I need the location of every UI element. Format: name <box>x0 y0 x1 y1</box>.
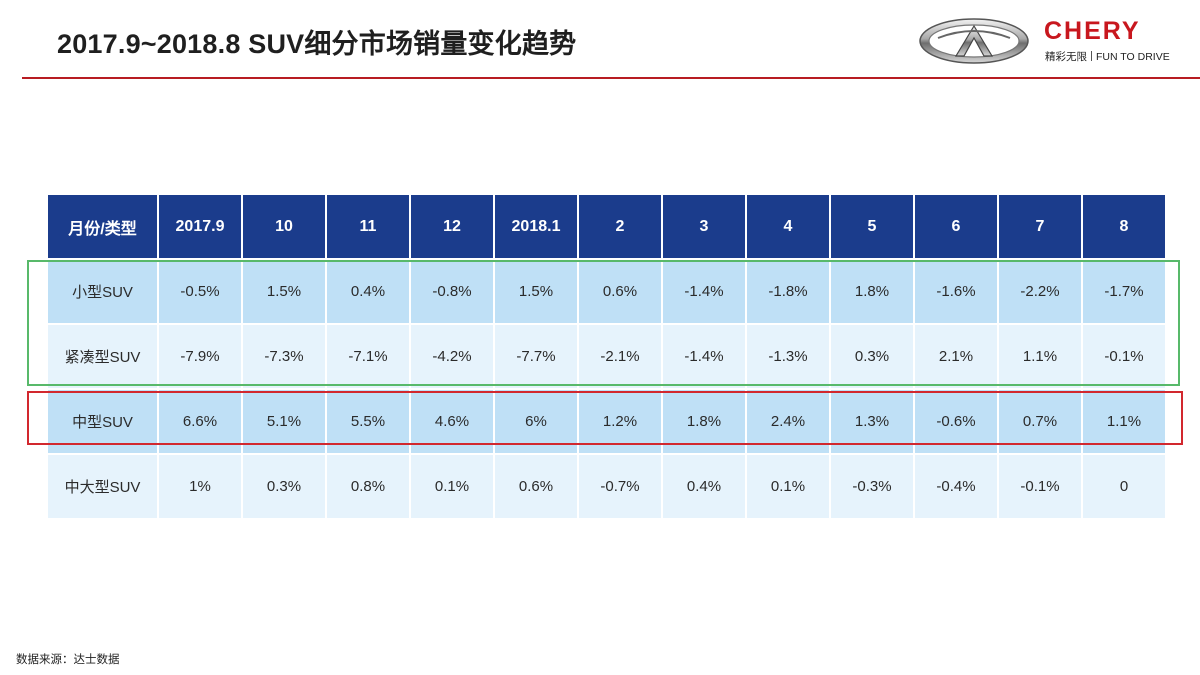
table-cell: 1.8% <box>663 390 745 453</box>
tagline-divider <box>1091 51 1092 61</box>
table-cell: -1.6% <box>915 260 997 323</box>
table-cell: 0.6% <box>495 455 577 518</box>
table-cell: -0.6% <box>915 390 997 453</box>
header-divider <box>22 77 1200 79</box>
table-cell: 6% <box>495 390 577 453</box>
header-cell-month: 7 <box>999 195 1081 258</box>
table-cell: 0.7% <box>999 390 1081 453</box>
table-cell: 1.3% <box>831 390 913 453</box>
table-cell: 1.1% <box>999 325 1081 388</box>
table-cell: -0.4% <box>915 455 997 518</box>
table-cell: 0.8% <box>327 455 409 518</box>
table-row-small-suv: 小型SUV -0.5% 1.5% 0.4% -0.8% 1.5% 0.6% -1… <box>48 260 1165 323</box>
table-cell: -0.8% <box>411 260 493 323</box>
header-cell-month: 4 <box>747 195 829 258</box>
logo-tagline-cn: 精彩无限 <box>1045 51 1087 63</box>
table-cell: 0.4% <box>663 455 745 518</box>
logo-tagline: 精彩无限 FUN TO DRIVE <box>1045 49 1170 64</box>
table-cell: 1% <box>159 455 241 518</box>
header-cell-month: 11 <box>327 195 409 258</box>
table-cell: -4.2% <box>411 325 493 388</box>
header-cell-month: 3 <box>663 195 745 258</box>
table-cell: -0.1% <box>1083 325 1165 388</box>
row-label: 中大型SUV <box>48 455 157 518</box>
header-cell-month: 10 <box>243 195 325 258</box>
table-cell: -7.9% <box>159 325 241 388</box>
suv-segment-table: 月份/类型 2017.9 10 11 12 2018.1 2 3 4 5 6 7… <box>46 193 1167 520</box>
table-cell: -7.3% <box>243 325 325 388</box>
table-cell: 1.1% <box>1083 390 1165 453</box>
table-cell: 1.8% <box>831 260 913 323</box>
chery-emblem-icon <box>919 18 1029 64</box>
table-cell: 0.3% <box>243 455 325 518</box>
row-label: 中型SUV <box>48 390 157 453</box>
table-cell: 0.4% <box>327 260 409 323</box>
table-cell: 0.1% <box>411 455 493 518</box>
table-cell: -7.1% <box>327 325 409 388</box>
row-label: 紧凑型SUV <box>48 325 157 388</box>
highlight-box-red <box>27 391 1183 445</box>
header-cell-month: 2018.1 <box>495 195 577 258</box>
source-note: 数据来源：达士数据 <box>16 654 120 666</box>
table-cell: 5.1% <box>243 390 325 453</box>
table-cell: -7.7% <box>495 325 577 388</box>
table-cell: 1.2% <box>579 390 661 453</box>
logo-tagline-en: FUN TO DRIVE <box>1096 51 1170 63</box>
table-cell: -1.4% <box>663 325 745 388</box>
header-cell-month: 2017.9 <box>159 195 241 258</box>
slide-title: 2017.9~2018.8 SUV细分市场销量变化趋势 <box>57 29 577 59</box>
table-cell: 2.4% <box>747 390 829 453</box>
table-cell: 5.5% <box>327 390 409 453</box>
logo-brand-text: CHERY <box>1044 17 1141 45</box>
highlight-box-green <box>27 260 1180 386</box>
table-cell: -0.7% <box>579 455 661 518</box>
table-cell: -1.3% <box>747 325 829 388</box>
table-cell: -2.1% <box>579 325 661 388</box>
header-cell-month: 5 <box>831 195 913 258</box>
table-cell: 1.5% <box>495 260 577 323</box>
table-row-midsize-suv: 中型SUV 6.6% 5.1% 5.5% 4.6% 6% 1.2% 1.8% 2… <box>48 390 1165 453</box>
header-cell-month: 8 <box>1083 195 1165 258</box>
table-cell: 4.6% <box>411 390 493 453</box>
table-cell: 6.6% <box>159 390 241 453</box>
chery-logo: CHERY 精彩无限 FUN TO DRIVE <box>918 14 1188 66</box>
table-cell: -0.1% <box>999 455 1081 518</box>
table-cell: 0.6% <box>579 260 661 323</box>
table-cell: 2.1% <box>915 325 997 388</box>
table-cell: 1.5% <box>243 260 325 323</box>
header-cell-month: 2 <box>579 195 661 258</box>
table-row-compact-suv: 紧凑型SUV -7.9% -7.3% -7.1% -4.2% -7.7% -2.… <box>48 325 1165 388</box>
table-cell: -1.8% <box>747 260 829 323</box>
header-cell-type: 月份/类型 <box>48 195 157 258</box>
row-label: 小型SUV <box>48 260 157 323</box>
table-cell: 0.3% <box>831 325 913 388</box>
table-cell: -1.7% <box>1083 260 1165 323</box>
table-cell: -2.2% <box>999 260 1081 323</box>
header-cell-month: 6 <box>915 195 997 258</box>
table-header-row: 月份/类型 2017.9 10 11 12 2018.1 2 3 4 5 6 7… <box>48 195 1165 258</box>
table-cell: 0.1% <box>747 455 829 518</box>
table-row-large-suv: 中大型SUV 1% 0.3% 0.8% 0.1% 0.6% -0.7% 0.4%… <box>48 455 1165 518</box>
table-cell: 0 <box>1083 455 1165 518</box>
table-cell: -1.4% <box>663 260 745 323</box>
header-cell-month: 12 <box>411 195 493 258</box>
table-cell: -0.3% <box>831 455 913 518</box>
table-cell: -0.5% <box>159 260 241 323</box>
